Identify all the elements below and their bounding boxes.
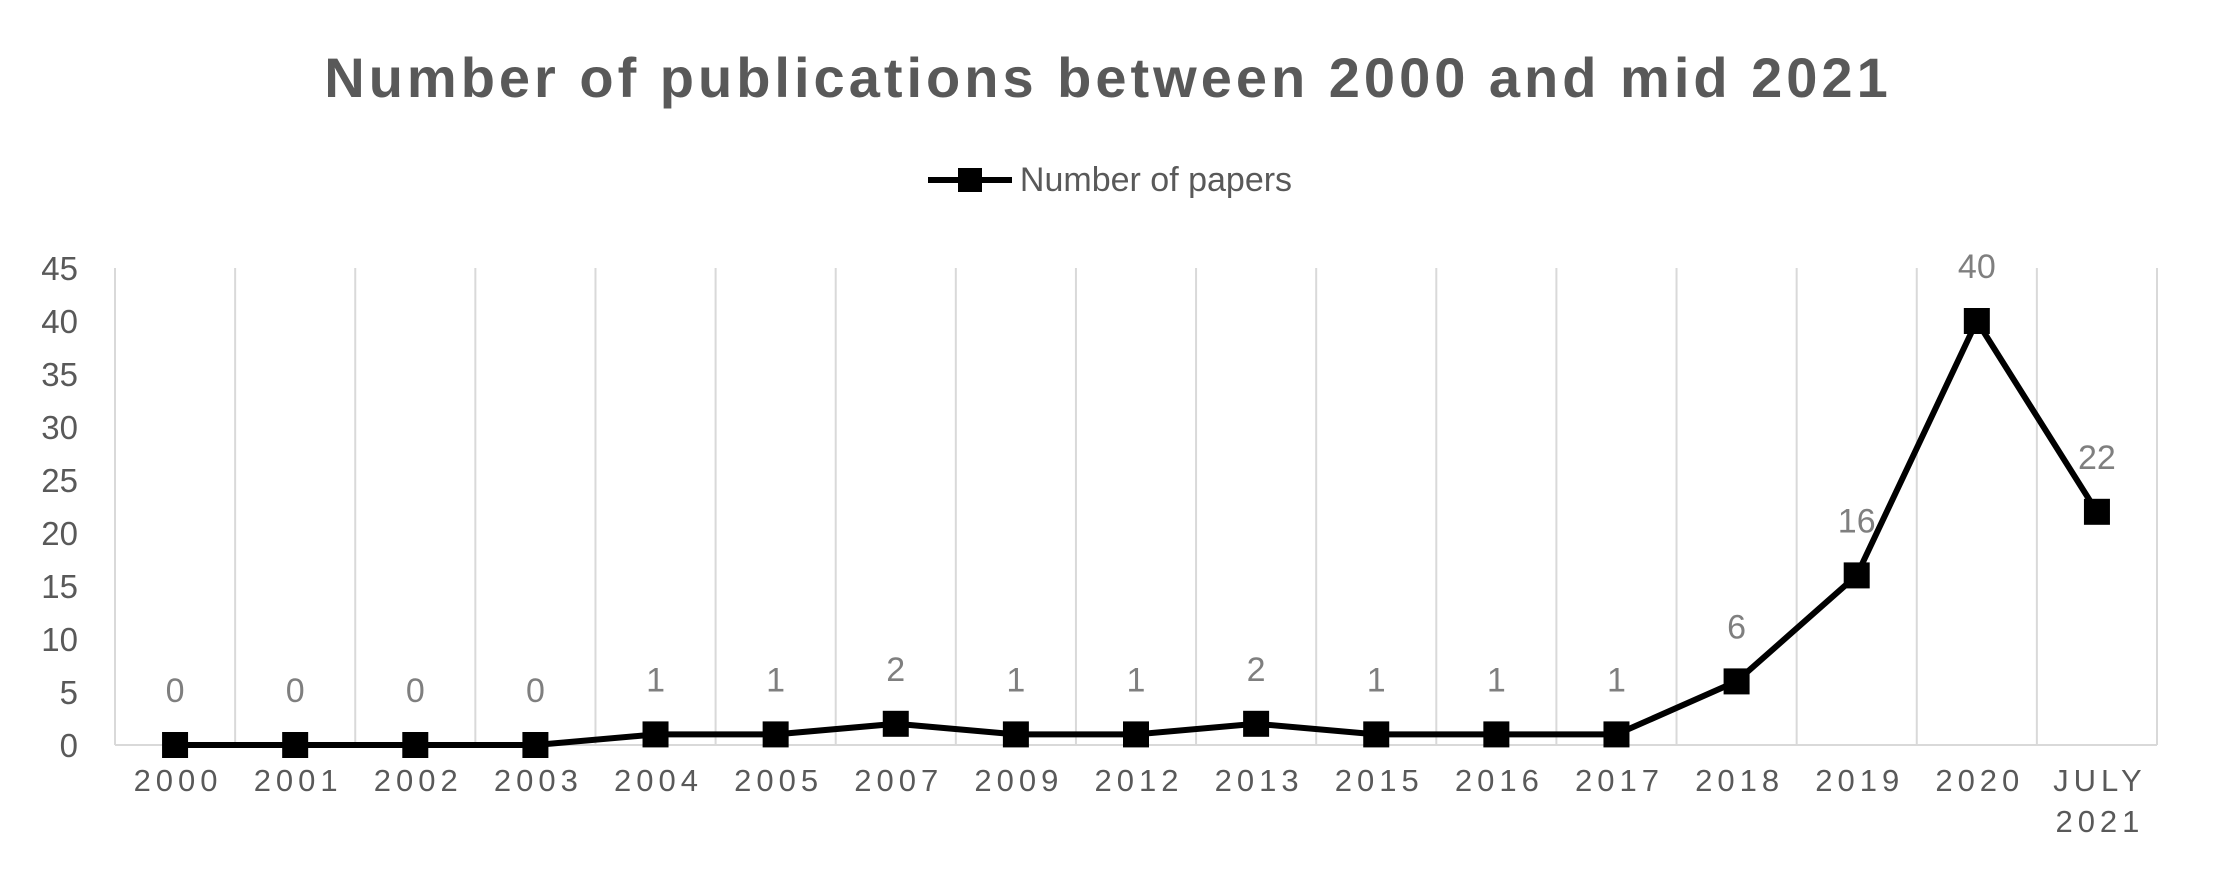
y-tick-label: 25	[41, 462, 78, 499]
y-tick-label: 30	[41, 409, 78, 446]
x-tick-label: 2016	[1455, 763, 1544, 798]
data-label: 2	[1247, 651, 1266, 689]
legend-label: Number of papers	[1019, 160, 1293, 199]
data-point	[1603, 721, 1630, 748]
data-point	[162, 732, 189, 758]
data-label: 0	[286, 672, 305, 710]
data-point	[282, 732, 309, 758]
y-tick-label: 35	[41, 356, 78, 393]
data-point	[762, 721, 789, 748]
data-label: 22	[2078, 439, 2116, 477]
data-label: 0	[166, 672, 185, 710]
chart-title: Number of publications between 2000 and …	[324, 46, 1892, 109]
x-tick-label: 2002	[374, 763, 463, 798]
x-tick-label: 2013	[1215, 763, 1304, 798]
data-label: 16	[1838, 502, 1876, 540]
y-tick-label: 10	[41, 621, 78, 658]
data-label: 1	[1006, 661, 1025, 699]
data-point	[1243, 710, 1270, 737]
x-tick-label: 2009	[974, 763, 1063, 798]
data-label: 1	[1607, 661, 1626, 699]
data-point	[402, 732, 429, 758]
x-tick-label: 2005	[734, 763, 823, 798]
data-label: 1	[1487, 661, 1506, 699]
data-label: 2	[886, 651, 905, 689]
chart-legend: Number of papers	[0, 160, 2216, 200]
x-tick-label: 2017	[1575, 763, 1664, 798]
data-label: 1	[766, 661, 785, 699]
data-point	[1002, 721, 1029, 748]
data-point	[642, 721, 669, 748]
data-label: 40	[1958, 248, 1996, 286]
data-point	[882, 710, 909, 737]
data-label: 0	[406, 672, 425, 710]
y-tick-label: 45	[41, 250, 78, 287]
legend-marker-icon	[927, 168, 1012, 192]
data-label: 6	[1727, 608, 1746, 646]
x-tick-label: 2018	[1695, 763, 1784, 798]
x-tick-label: 2001	[254, 763, 343, 798]
x-tick-label: 2019	[1815, 763, 1904, 798]
y-tick-label: 0	[60, 727, 78, 764]
x-tick-label: 2007	[854, 763, 943, 798]
data-label: 1	[1367, 661, 1386, 699]
data-label: 0	[526, 672, 545, 710]
data-point	[1123, 721, 1149, 748]
data-point	[1963, 308, 1990, 334]
data-point	[2083, 498, 2110, 525]
y-tick-label: 15	[41, 568, 78, 605]
y-tick-label: 20	[41, 515, 78, 552]
data-point	[1483, 721, 1510, 748]
x-tick-label: 2020	[1935, 763, 2024, 798]
x-tick-label: 2004	[614, 763, 703, 798]
data-label: 1	[1127, 661, 1146, 699]
x-tick-label: 2000	[134, 763, 223, 798]
y-tick-label: 5	[60, 674, 78, 711]
data-point	[1843, 562, 1870, 589]
x-tick-label: 2003	[494, 763, 583, 798]
x-tick-label: 2012	[1095, 763, 1184, 798]
data-label: 1	[646, 661, 665, 699]
data-point	[1723, 668, 1750, 695]
data-point	[1363, 721, 1390, 748]
y-tick-label: 40	[41, 303, 78, 340]
x-tick-label: JULY 2021	[2053, 763, 2147, 839]
data-point	[522, 732, 549, 758]
x-tick-label: 2015	[1335, 763, 1424, 798]
